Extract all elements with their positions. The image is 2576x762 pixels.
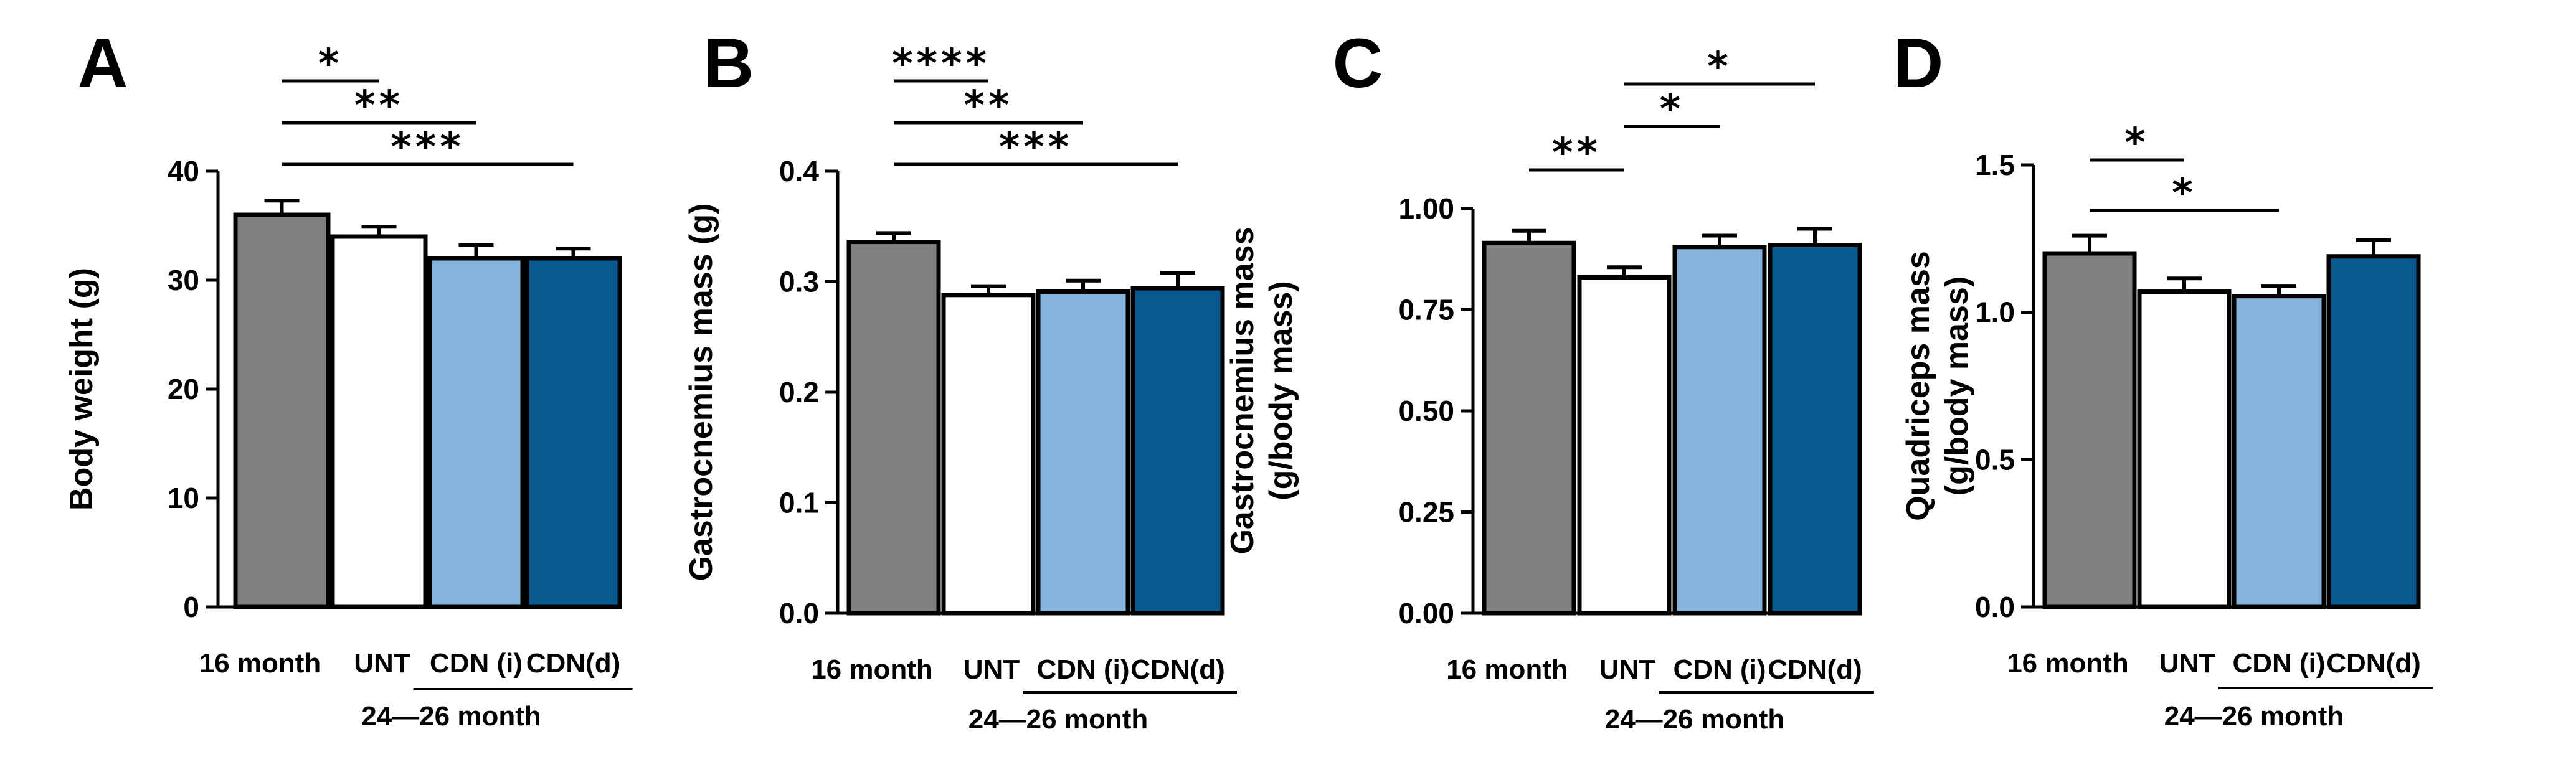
y-axis-label: Body weight (g): [64, 268, 100, 510]
y-axis-label-line: Body weight (g): [64, 268, 100, 510]
y-tick-label: 0.0: [1975, 591, 2015, 623]
significance-stars: *: [1707, 44, 1731, 90]
group-label: 24—26 month: [1605, 704, 1785, 735]
group-label: 24—26 month: [2164, 701, 2344, 731]
bar-cdn-i-: [2232, 294, 2326, 609]
panel-letter: D: [1893, 24, 1944, 102]
y-axis-label-line: Gastrocnemius mass (g): [683, 204, 719, 581]
y-tick-label: 10: [168, 482, 199, 514]
bar-cdn-i-: [1036, 289, 1130, 616]
x-category-label: UNT: [354, 648, 410, 679]
panel-b: B 0.0 0.1 0.2 0.3 0.4 Gastrocnemius mass (g) 16…: [683, 24, 1237, 735]
y-tick-label: 0.25: [1398, 496, 1454, 529]
bar-unt: [941, 293, 1036, 616]
bar-16-month: [233, 212, 331, 609]
y-axis-label-line: (g/body mass): [1939, 276, 1975, 496]
y-tick-label: 0.4: [779, 155, 819, 187]
x-category-label: 16 month: [199, 648, 321, 679]
y-tick-label: 1.5: [1975, 149, 2015, 181]
x-category-label: 16 month: [1446, 654, 1568, 685]
significance-stars: *: [318, 41, 343, 87]
significance-stars: *: [1660, 87, 1684, 133]
significance-stars: ***: [391, 125, 464, 171]
y-axis-label: Gastrocnemius mass (g): [683, 204, 719, 581]
y-tick-label: 0.75: [1398, 294, 1454, 326]
y-tick-label: 40: [168, 155, 199, 187]
bar-16-month: [846, 240, 941, 616]
bar-16-month: [2042, 251, 2137, 609]
y-axis-label-line: Gastrocnemius mass: [1224, 227, 1261, 554]
y-tick-label: 0: [183, 591, 199, 623]
group-label: 24—26 month: [968, 704, 1148, 735]
y-tick-label: 0.0: [779, 597, 819, 629]
bar-cdn-d-: [1768, 243, 1862, 616]
x-category-label: CDN (i): [430, 648, 523, 679]
x-category-label: CDN(d): [1130, 654, 1225, 685]
x-category-label: 16 month: [811, 654, 933, 685]
y-tick-label: 30: [168, 264, 199, 296]
significance-stars: **: [354, 83, 404, 129]
significance-stars: ****: [892, 41, 990, 87]
bar-cdn-i-: [1672, 245, 1767, 616]
x-category-label: CDN(d): [526, 648, 621, 679]
significance-stars: **: [1552, 130, 1601, 176]
x-category-label: CDN (i): [2232, 648, 2325, 679]
bar-cdn-d-: [2326, 254, 2421, 609]
y-tick-label: 0.00: [1398, 597, 1454, 629]
bar-cdn-i-: [427, 256, 525, 609]
y-tick-label: 0.50: [1398, 395, 1454, 427]
group-label: 24—26 month: [361, 701, 541, 731]
significance-stars: ***: [999, 125, 1073, 171]
x-category-label: CDN (i): [1673, 654, 1766, 685]
panel-a: A 0 10 20 30 40 Body weight (g) 16 month UNT CDN …: [64, 24, 633, 731]
y-tick-label: 0.5: [1975, 443, 2015, 476]
bar-cdn-d-: [524, 256, 622, 609]
bar-cdn-d-: [1130, 286, 1225, 616]
x-category-label: CDN(d): [2326, 648, 2421, 679]
x-category-label: CDN (i): [1036, 654, 1129, 685]
panel-letter: C: [1333, 24, 1383, 102]
y-tick-label: 0.3: [779, 266, 819, 298]
x-category-label: UNT: [2159, 648, 2216, 679]
x-category-label: UNT: [1599, 654, 1656, 685]
y-axis-label-line: (g/body mass): [1263, 281, 1299, 501]
panel-c: C 0.00 0.25 0.50 0.75 1.00 Gastrocnemius mass(…: [1224, 24, 1874, 735]
y-tick-label: 1.00: [1398, 192, 1454, 225]
y-axis-label: Gastrocnemius mass(g/body mass): [1224, 227, 1299, 554]
panel-letter: A: [78, 24, 128, 102]
y-tick-label: 1.0: [1975, 296, 2015, 329]
bar-unt: [1577, 275, 1672, 616]
panel-letter: B: [704, 24, 754, 102]
y-axis-label-line: Quadriceps mass: [1900, 251, 1936, 521]
bar-16-month: [1482, 240, 1576, 616]
significance-stars: *: [2172, 171, 2196, 217]
y-tick-label: 0.2: [779, 376, 819, 408]
y-axis-label: Quadriceps mass(g/body mass): [1900, 251, 1975, 521]
panel-d: D 0.0 0.5 1.0 1.5 Quadriceps mass(g/body mass…: [1893, 24, 2433, 731]
x-category-label: CDN(d): [1768, 654, 1862, 685]
significance-stars: **: [964, 83, 1013, 129]
bar-unt: [330, 234, 428, 609]
bar-unt: [2137, 289, 2232, 609]
significance-stars: *: [2124, 120, 2149, 166]
y-tick-label: 20: [168, 373, 199, 405]
y-tick-label: 0.1: [779, 487, 819, 519]
x-category-label: 16 month: [2007, 648, 2129, 679]
x-category-label: UNT: [964, 654, 1020, 685]
